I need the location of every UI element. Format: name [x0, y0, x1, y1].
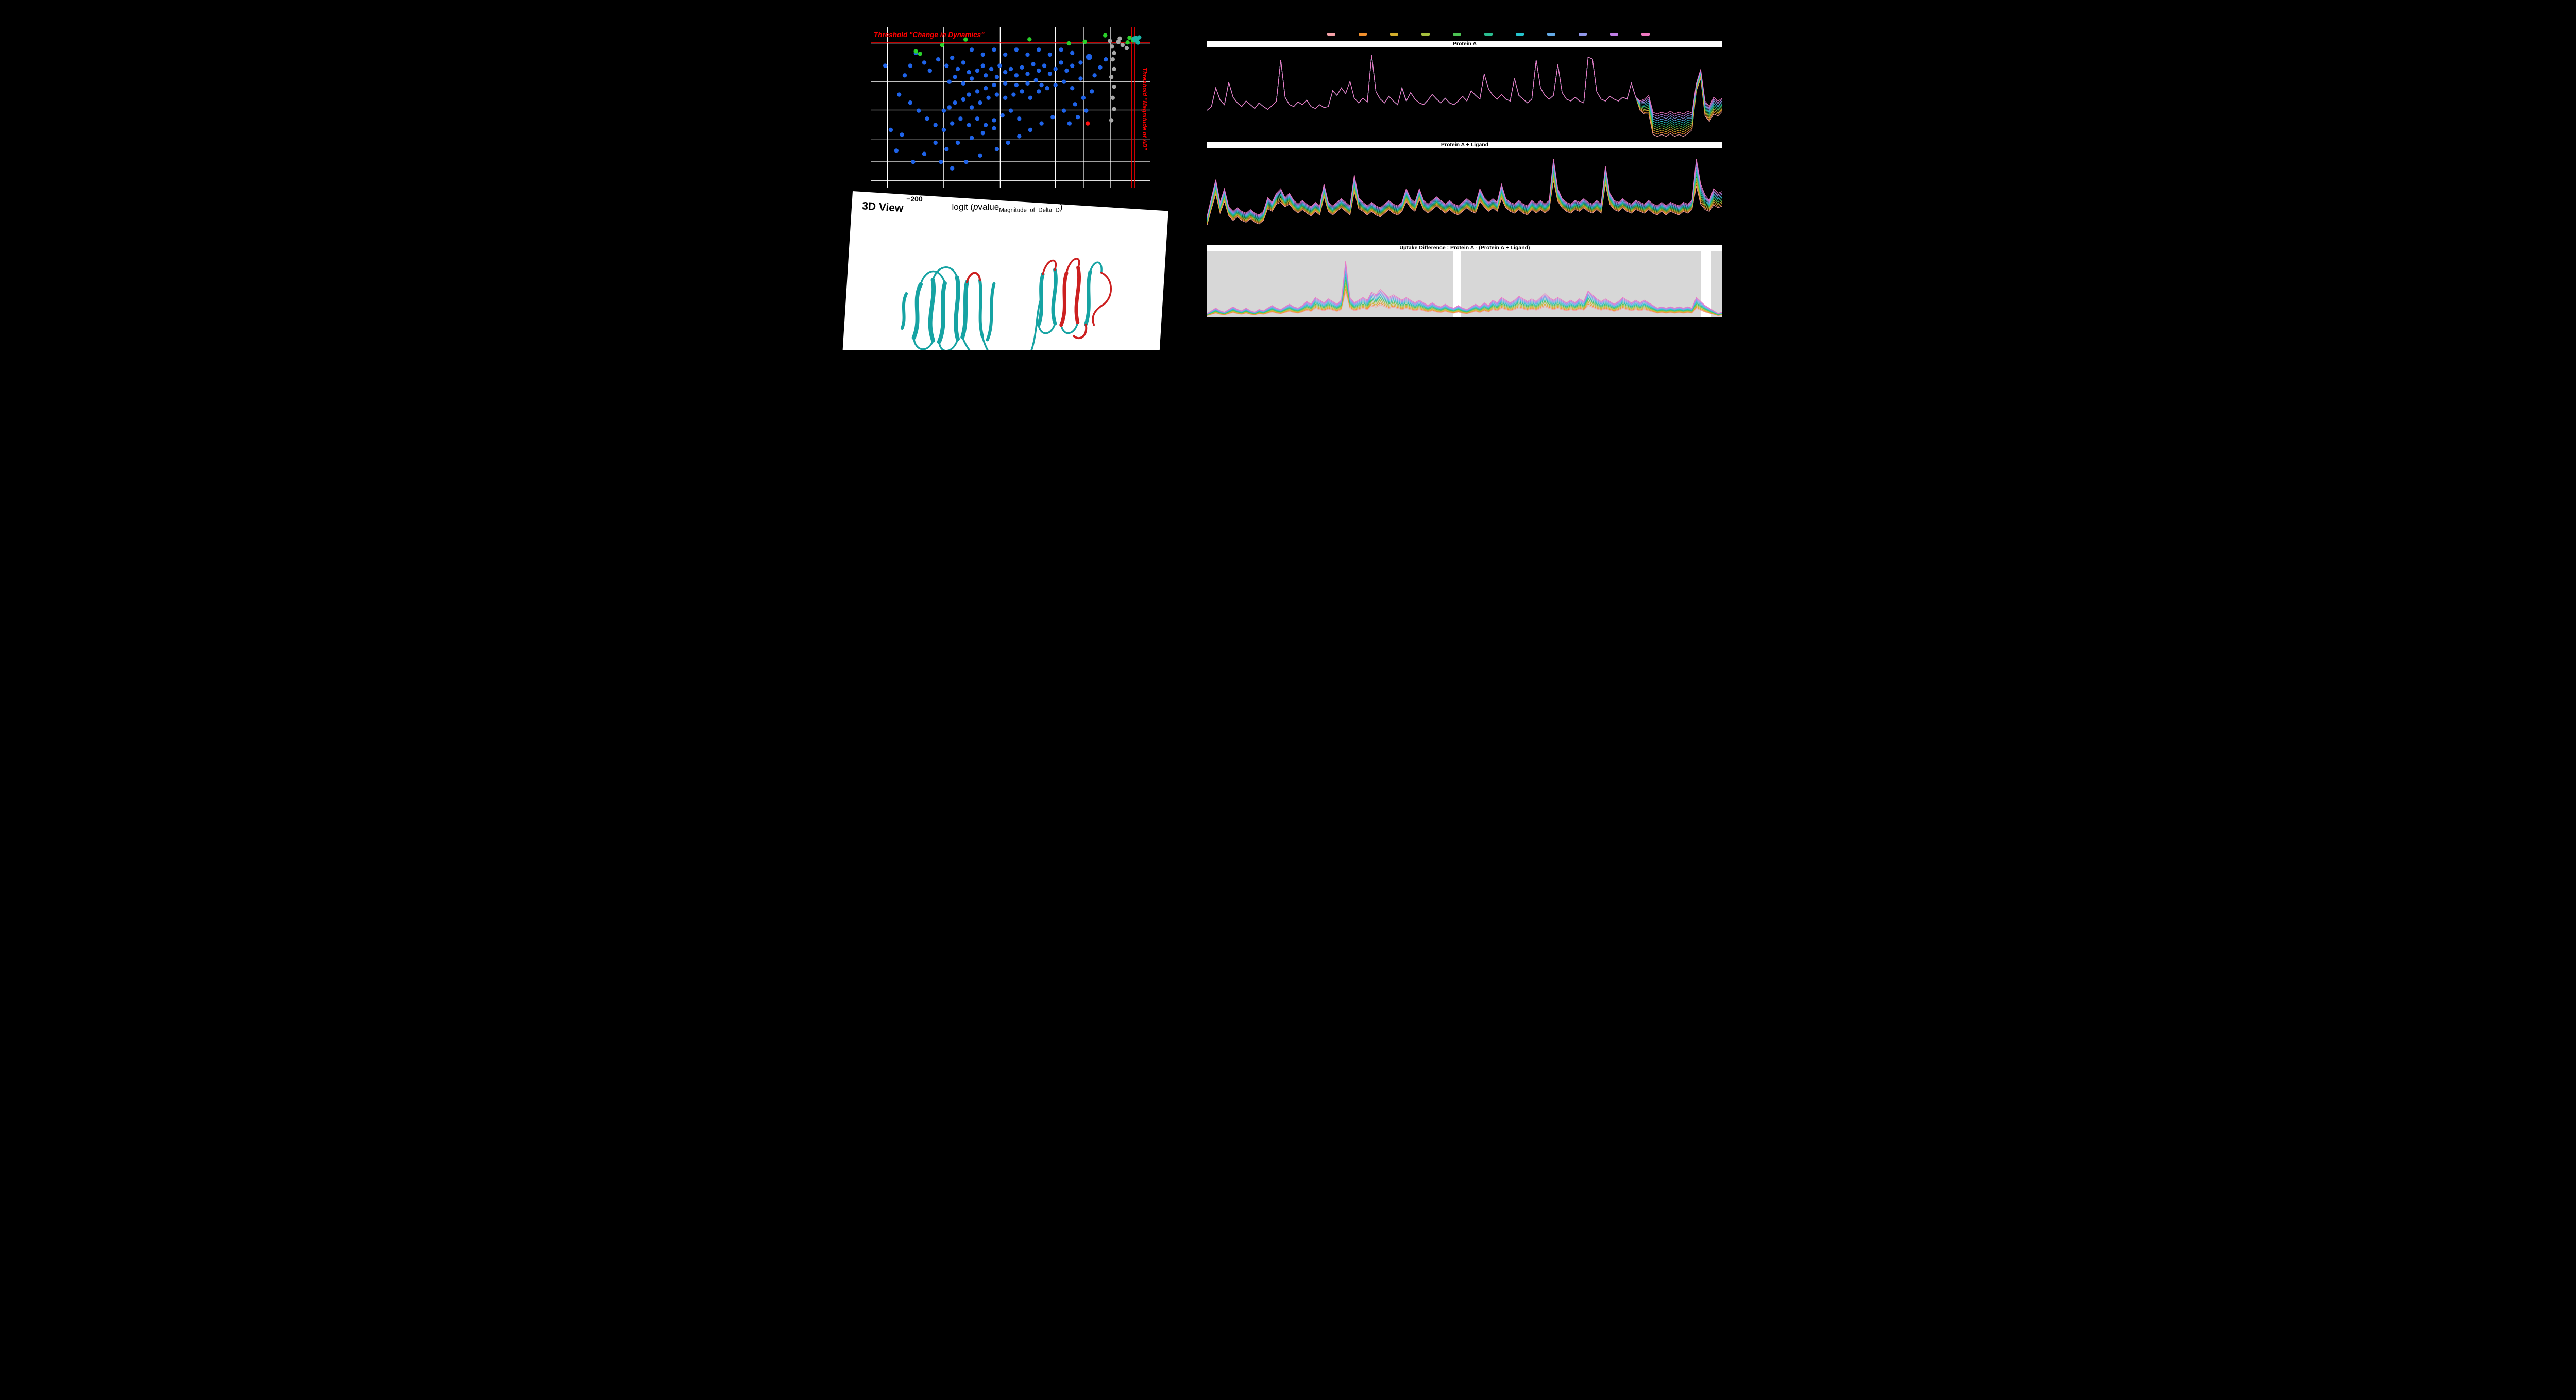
- threshold-magnitude-label: Threshold "Magnitude of ΔD": [1141, 68, 1147, 150]
- app-root: Threshold "Change in Dynamics" Threshold…: [832, 0, 1744, 350]
- volcano-x-tick: −200: [906, 195, 923, 203]
- uptake-chart-protein-a-ligand[interactable]: [1207, 148, 1722, 239]
- volcano-scatter-canvas[interactable]: [871, 27, 1150, 188]
- x-label-italic-p: p: [973, 202, 978, 212]
- legend-dash: [1390, 33, 1398, 36]
- panel-title-protein-a-ligand: Protein A + Ligand: [1207, 142, 1722, 148]
- threshold-lines: [871, 27, 1150, 188]
- legend-dash: [1484, 33, 1493, 36]
- uptake-lines: [1207, 261, 1722, 316]
- protein-structure[interactable]: [856, 214, 1152, 350]
- threshold-dynamics-label: Threshold "Change in Dynamics": [874, 31, 985, 39]
- legend-dash: [1579, 33, 1587, 36]
- timepoint-legend: [1327, 33, 1650, 36]
- uptake-lines: [1207, 158, 1722, 225]
- uptake-lines: [1207, 55, 1722, 137]
- legend-dash: [1327, 33, 1335, 36]
- scatter-points[interactable]: [883, 33, 1142, 171]
- legend-dash: [1516, 33, 1524, 36]
- uptake-difference-chart[interactable]: [1207, 251, 1722, 317]
- x-label-suffix: ): [1059, 202, 1063, 212]
- legend-dash: [1641, 33, 1650, 36]
- panel-title-text: Protein A: [1452, 41, 1477, 47]
- uptake-chart-protein-a[interactable]: [1207, 47, 1722, 140]
- uptake-charts-area: Protein A Protein A + Ligand Uptake Diff…: [1207, 0, 1722, 350]
- panel-title-protein-a: Protein A: [1207, 41, 1722, 47]
- legend-dash: [1359, 33, 1367, 36]
- legend-dash: [1610, 33, 1618, 36]
- volcano-plot: Threshold "Change in Dynamics" Threshold…: [871, 27, 1150, 188]
- panel-title-text: Protein A + Ligand: [1440, 142, 1489, 148]
- panel-title-uptake-difference: Uptake Difference : Protein A - (Protein…: [1207, 245, 1722, 251]
- volcano-x-axis-label: logit (pvalueMagnitude_of_Delta_D): [952, 202, 1063, 213]
- viewer-3d-panel[interactable]: 3D View: [840, 191, 1168, 350]
- x-label-prefix: logit (: [952, 202, 974, 212]
- panel-title-text: Uptake Difference : Protein A - (Protein…: [1399, 245, 1530, 251]
- legend-dash: [1421, 33, 1430, 36]
- x-label-mid: value: [978, 202, 999, 212]
- legend-dash: [1547, 33, 1555, 36]
- x-label-subscript: Magnitude_of_Delta_D: [999, 207, 1060, 214]
- legend-dash: [1453, 33, 1461, 36]
- ribbon-red: [965, 258, 1112, 340]
- ribbon-teal: [900, 261, 1103, 350]
